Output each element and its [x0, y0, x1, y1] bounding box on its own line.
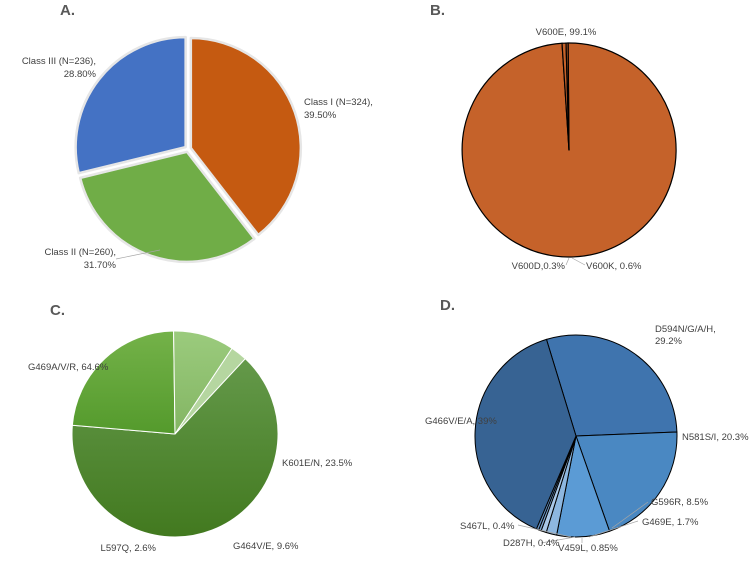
pie-slice-2-0: [71, 358, 279, 538]
slice-label-3-6: S467L, 0.4%: [460, 521, 515, 532]
leader-line-3-5: [540, 536, 576, 544]
slice-label-2-3: L597Q, 2.6%: [101, 543, 157, 554]
leader-line-3-3: [588, 520, 639, 538]
pie-slice-3-0: [545, 334, 678, 437]
pie-slice-0-2: [74, 35, 187, 175]
slice-label-3-7: G466V/E/A, 39%: [425, 416, 497, 427]
pie-slice-1-2: [565, 42, 570, 151]
slice-label-3-4: V459L, 0.85%: [558, 543, 618, 554]
pie-slice-0-0: [189, 36, 303, 237]
slice-label-3-1: N581S/I, 20.3%: [682, 432, 749, 443]
slice-label-1-1: V600K, 0.6%: [586, 261, 642, 272]
pie-slice-0-1: [78, 150, 256, 264]
slice-label-1-2: V600D,0.3%: [512, 261, 566, 272]
panel-label-a: A.: [60, 2, 75, 19]
panel-label-b: B.: [430, 2, 445, 19]
slice-label-3-2: G596R, 8.5%: [651, 497, 709, 508]
slice-label-2-1: K601E/N, 23.5%: [282, 458, 353, 469]
slice-label-2-0: G469A/V/R, 64.6%: [28, 362, 109, 373]
leader-line-0-1: [115, 249, 161, 260]
slice-label-3-3: G469E, 1.7%: [642, 517, 699, 528]
panel-label-d: D.: [440, 297, 455, 314]
pie-slice-2-1: [71, 330, 176, 435]
pie-chart-d: D. D594N/G/A/H, 29.2% N581S/I, 20.3% G596R,…: [425, 297, 749, 554]
slice-label-0-1: Class II (N=260), 31.70%: [44, 247, 116, 271]
pie-slice-3-7: [474, 338, 577, 530]
leader-line-1-1: [571, 257, 586, 266]
pie-chart-a: A. Class I (N=324), 39.50% Class II (N=260…: [22, 2, 373, 271]
pie-chart-c: C. G469A/V/R, 64.6% K601E/N, 23.5% G464V/E…: [28, 302, 353, 554]
pie-slice-2-3: [174, 347, 246, 435]
leader-line-3-6: [517, 524, 572, 538]
slice-label-0-0: Class I (N=324), 39.50%: [304, 97, 373, 121]
slice-label-1-0: V600E, 99.1%: [536, 27, 597, 38]
slice-label-3-0: D594N/G/A/H, 29.2%: [655, 324, 716, 347]
slice-label-2-2: G464V/E, 9.6%: [233, 541, 299, 552]
leader-line-3-2: [611, 501, 649, 529]
panel-label-c: C.: [50, 302, 65, 319]
leader-line-1-2: [565, 257, 570, 266]
pie-chart-b: B. V600E, 99.1% V600K, 0.6% V600D,0.3%: [430, 2, 677, 272]
slice-label-0-2: Class III (N=236), 28.80%: [22, 56, 97, 80]
slice-label-3-5: D287H, 0.4%: [503, 538, 560, 549]
